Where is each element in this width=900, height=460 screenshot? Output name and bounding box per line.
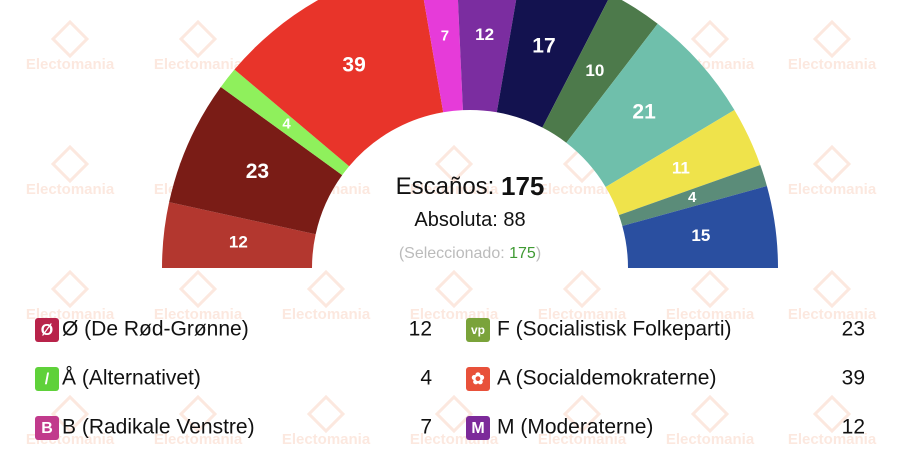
seat-segment bbox=[169, 86, 343, 235]
segment-label: 39 bbox=[342, 53, 365, 76]
watermark: Electomania bbox=[666, 431, 755, 448]
watermark: Electomania bbox=[26, 56, 115, 73]
party-name: M (Moderaterne) bbox=[497, 416, 653, 439]
segment-label: 4 bbox=[688, 189, 697, 206]
watermark-icon bbox=[178, 269, 218, 309]
watermark-icon bbox=[306, 269, 346, 309]
watermark: Electomania bbox=[282, 431, 371, 448]
watermark: Electomania bbox=[154, 306, 243, 323]
majority-label: Absoluta: bbox=[414, 209, 497, 231]
selected-prefix: (Seleccionado: bbox=[399, 245, 505, 262]
watermark: Electomania bbox=[666, 306, 755, 323]
watermark: Electomania bbox=[538, 431, 627, 448]
seat-segment bbox=[496, 0, 609, 128]
watermark-icon bbox=[434, 144, 474, 184]
party-seats: 4 bbox=[420, 367, 432, 390]
party-seats: 7 bbox=[420, 416, 432, 439]
seat-segment bbox=[622, 186, 779, 268]
party-name: A (Socialdemokraterne) bbox=[497, 367, 716, 390]
watermark-icon bbox=[562, 394, 602, 434]
segment-label: 21 bbox=[632, 101, 656, 124]
watermark-icon bbox=[178, 394, 218, 434]
seat-segment bbox=[234, 0, 444, 167]
watermark-icon bbox=[690, 394, 730, 434]
watermark: Electomania bbox=[154, 431, 243, 448]
legend: Ø Ø (De Rød-Grønne) 12 vp F (Socialistisk Fo… bbox=[35, 318, 865, 440]
majority-line: Absoluta: 88 bbox=[414, 209, 525, 231]
seats-value: 175 bbox=[501, 171, 544, 201]
watermark-icon bbox=[434, 269, 474, 309]
watermark: Electomania bbox=[282, 306, 371, 323]
watermark-icon bbox=[812, 269, 852, 309]
party-logo-text: B bbox=[41, 420, 53, 437]
party-logo bbox=[466, 318, 490, 342]
party-seats: 39 bbox=[842, 367, 865, 390]
party-name: Å (Alternativet) bbox=[62, 367, 201, 390]
seat-segment bbox=[220, 69, 350, 176]
watermark-icon bbox=[50, 144, 90, 184]
party-seats: 23 bbox=[842, 318, 865, 341]
watermark-icon bbox=[178, 19, 218, 59]
segment-label: 12 bbox=[475, 25, 494, 44]
party-logo-text: Ø bbox=[41, 322, 53, 339]
party-seats: 12 bbox=[842, 416, 865, 439]
selected-line: (Seleccionado: 175) bbox=[399, 245, 541, 262]
parliament-chart: 12 23 4 39 7 12 17 10 21 11 4 15 bbox=[162, 0, 779, 268]
party-logo-text: M bbox=[471, 420, 484, 437]
watermark: Electomania bbox=[788, 181, 877, 198]
watermark-icon bbox=[50, 269, 90, 309]
party-name: Ø (De Rød-Grønne) bbox=[62, 318, 249, 341]
seats-label: Escaños: bbox=[396, 173, 495, 200]
party-logo bbox=[35, 367, 59, 391]
seat-segment bbox=[542, 0, 658, 143]
party-logo-text: ✿ bbox=[471, 371, 484, 388]
seat-segment bbox=[457, 0, 517, 113]
selected-suffix: ) bbox=[536, 245, 541, 262]
segment-label: 11 bbox=[672, 158, 690, 177]
party-name: F (Socialistisk Folkeparti) bbox=[497, 318, 732, 341]
party-logo-text: / bbox=[45, 371, 50, 388]
seat-segment bbox=[618, 164, 767, 226]
seat-segment bbox=[566, 23, 735, 187]
seat-segment bbox=[423, 0, 463, 113]
watermark: Electomania bbox=[26, 181, 115, 198]
watermark-icon bbox=[812, 144, 852, 184]
watermark-icon bbox=[306, 394, 346, 434]
seat-segment bbox=[162, 202, 316, 268]
watermark-icon bbox=[434, 394, 474, 434]
watermark-icon bbox=[690, 19, 730, 59]
watermark: Electomania bbox=[788, 306, 877, 323]
segment-label: 7 bbox=[441, 27, 449, 44]
seats-line: Escaños: 175 bbox=[396, 171, 545, 201]
watermark-icon bbox=[812, 394, 852, 434]
party-logo bbox=[466, 416, 490, 440]
party-logo bbox=[35, 318, 59, 342]
selected-value: 175 bbox=[509, 245, 536, 262]
watermark-icon bbox=[812, 19, 852, 59]
segment-label: 4 bbox=[282, 115, 291, 132]
watermark: Electomania bbox=[154, 56, 243, 73]
party-logo bbox=[35, 416, 59, 440]
party-name: B (Radikale Venstre) bbox=[62, 416, 255, 439]
watermark-icon bbox=[50, 19, 90, 59]
segment-label: 10 bbox=[585, 61, 604, 80]
watermark-icon bbox=[690, 269, 730, 309]
party-logo bbox=[466, 367, 490, 391]
party-logo-text: vp bbox=[471, 323, 485, 337]
segment-label: 17 bbox=[532, 35, 555, 58]
watermark-icon bbox=[562, 269, 602, 309]
party-seats: 12 bbox=[409, 318, 432, 341]
watermark: Electomania bbox=[788, 431, 877, 448]
watermark-icon bbox=[50, 394, 90, 434]
majority-value: 88 bbox=[503, 209, 525, 231]
segment-label: 15 bbox=[691, 226, 710, 245]
seat-segment bbox=[605, 110, 761, 216]
watermark: Electomania bbox=[788, 56, 877, 73]
watermark: Electomania bbox=[538, 306, 627, 323]
watermark: Electomania bbox=[410, 181, 499, 198]
segment-label: 12 bbox=[229, 232, 248, 251]
segment-label: 23 bbox=[246, 160, 269, 183]
